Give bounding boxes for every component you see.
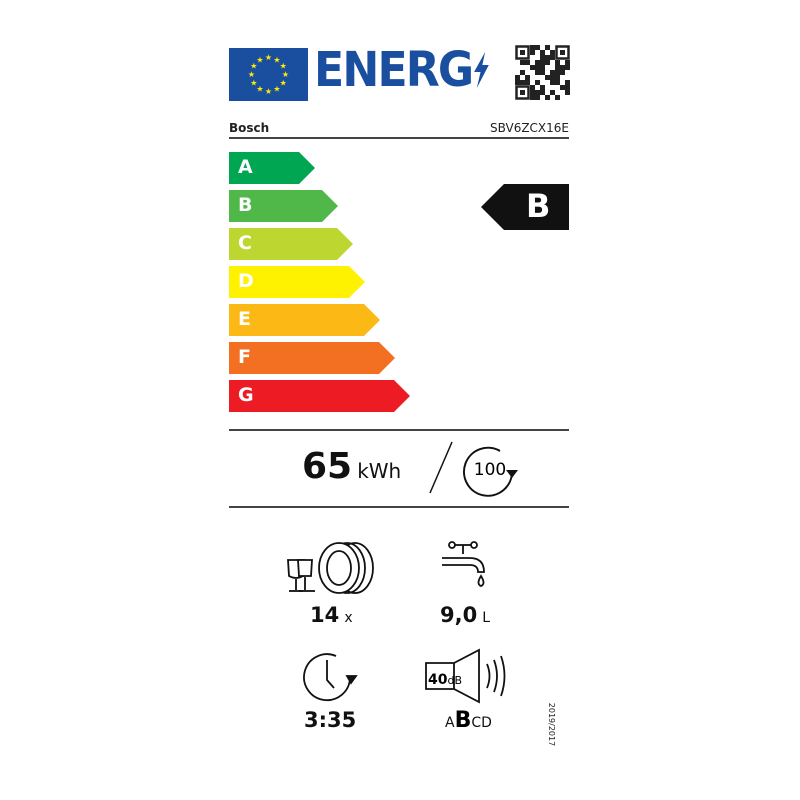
clock-icon <box>303 653 358 702</box>
svg-text:★: ★ <box>280 79 287 88</box>
energy-logo-text: ENERG <box>314 42 474 98</box>
noise-value: 40 <box>428 672 448 688</box>
noise-unit: dB <box>447 674 463 687</box>
svg-text:★: ★ <box>265 87 272 96</box>
divider <box>229 137 569 139</box>
energy-class-letter: G <box>238 384 254 406</box>
noise-class-cd: CD <box>471 715 492 731</box>
water-tap-icon <box>442 541 485 587</box>
svg-text:★: ★ <box>265 53 272 62</box>
svg-text:★: ★ <box>280 62 287 71</box>
energy-class-bar-g: G <box>229 380 410 412</box>
dishes-icon <box>287 542 374 594</box>
energy-class-bar-d: D <box>229 266 365 298</box>
energy-value: 65 <box>302 446 353 487</box>
water-unit: L <box>482 610 491 626</box>
slash-separator <box>429 441 453 494</box>
noise-class-scale: ABCD <box>445 708 492 733</box>
rating-indicator-arrow <box>481 184 569 230</box>
rating-letter: B <box>526 187 551 225</box>
qr-code[interactable] <box>515 45 570 100</box>
speaker-icon <box>425 648 506 704</box>
capacity: 14 x <box>310 603 353 627</box>
noise-level: 40dB <box>428 669 462 688</box>
svg-text:★: ★ <box>248 70 255 79</box>
svg-text:★: ★ <box>256 85 263 94</box>
svg-text:★: ★ <box>250 62 257 71</box>
energy-logo: ENERG <box>314 42 491 98</box>
capacity-value: 14 <box>310 603 340 627</box>
energy-class-letter: B <box>238 194 253 216</box>
energy-class-bar-b: B <box>229 190 338 222</box>
svg-text:★: ★ <box>256 55 263 64</box>
regulation-number: 2019/2017 <box>547 702 557 747</box>
energy-class-bar-e: E <box>229 304 380 336</box>
capacity-unit: x <box>344 610 353 626</box>
energy-class-bar-a: A <box>229 152 315 184</box>
svg-text:★: ★ <box>250 79 257 88</box>
energy-class-bar-f: F <box>229 342 395 374</box>
duration-value: 3:35 <box>304 708 357 732</box>
water-value: 9,0 <box>440 603 478 627</box>
lightning-icon <box>474 52 489 88</box>
energy-class-letter: F <box>238 346 251 368</box>
cycles-icon <box>463 446 518 497</box>
energy-unit: kWh <box>357 459 402 483</box>
noise-class-a: A <box>445 715 455 731</box>
energy-class-letter: C <box>238 232 252 254</box>
cycles-value: 100 <box>473 460 507 480</box>
water-consumption: 9,0 L <box>440 603 490 627</box>
energy-class-letter: E <box>238 308 251 330</box>
svg-text:★: ★ <box>282 70 289 79</box>
energy-consumption: 65 kWh <box>302 446 401 487</box>
energy-class-letter: A <box>238 156 253 178</box>
divider <box>229 506 569 508</box>
noise-class-active: B <box>454 708 472 733</box>
model-number: SBV6ZCX16E <box>490 121 569 135</box>
energy-class-bar-c: C <box>229 228 353 260</box>
divider <box>229 429 569 431</box>
eu-flag-logo: ★ ★ ★ ★ ★ ★ ★ ★ ★ ★ ★ ★ <box>229 48 308 101</box>
energy-class-letter: D <box>238 270 254 292</box>
brand-name: Bosch <box>229 121 270 135</box>
svg-text:★: ★ <box>273 85 280 94</box>
svg-text:★: ★ <box>273 55 280 64</box>
